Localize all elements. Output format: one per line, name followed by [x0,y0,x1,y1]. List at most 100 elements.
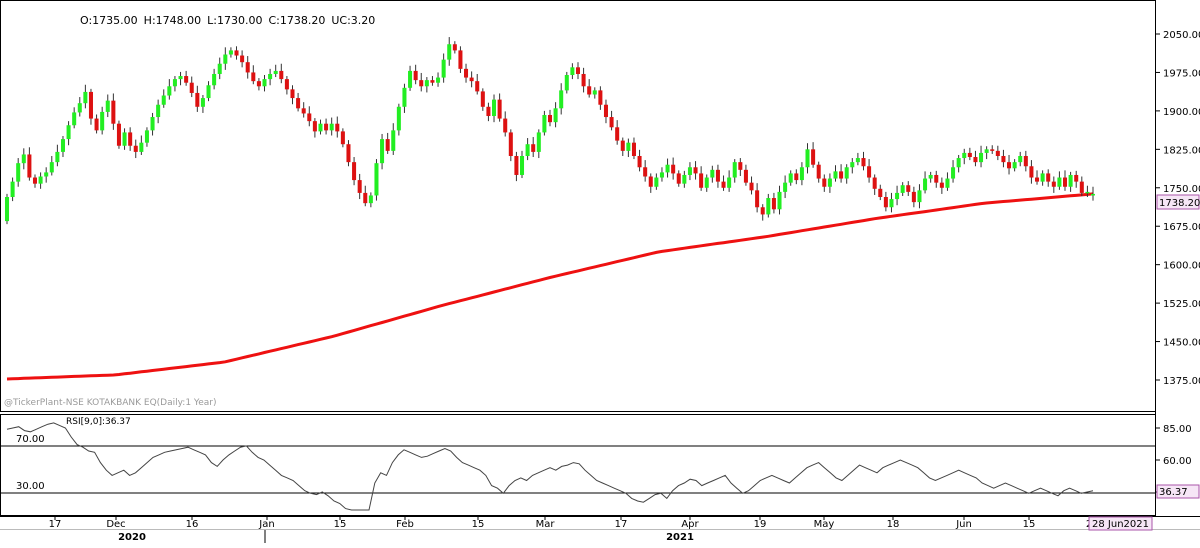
candle-down [1079,181,1084,193]
candle-down [503,118,508,133]
candle-down [861,158,866,167]
candle-up [206,85,211,99]
price-tick-label: 1750.00 [1163,184,1200,195]
candle-down [1023,155,1028,167]
candle-up [777,191,782,210]
candle-up [144,130,149,143]
candle-down [458,50,463,69]
last-price-box [1156,194,1200,210]
candle-down [452,44,457,51]
candle-down [363,192,368,204]
candle-up [827,178,832,187]
candle-up [122,132,127,146]
candle-up [917,190,922,203]
candle-up [687,167,692,175]
candle-down [1062,177,1068,187]
candle-down [906,185,911,192]
candle-down [1051,181,1056,187]
price-tick-label: 1600.00 [1163,261,1200,272]
candle-up [1085,191,1090,194]
candle-up [1018,155,1023,163]
candle-down [911,191,916,203]
candle-down [615,127,620,141]
year-labels: 2020 2021 [118,530,694,543]
time-tick-label: Apr [681,519,699,530]
candle-down [94,118,99,131]
candle-up [100,111,105,131]
candle-down [1074,174,1079,182]
candle-down [133,145,138,152]
candle-down [995,150,1000,156]
candle-down [234,50,239,56]
candle-down [721,181,726,188]
candle-down [822,178,827,187]
candle-down [671,164,676,174]
candle-up [72,112,77,126]
candle-down [385,139,390,151]
candle-up [682,174,687,184]
candle-up [788,173,793,183]
candle-down [324,123,329,131]
candle-up [923,178,928,191]
candle-down [620,140,625,151]
candle-down [1035,177,1040,182]
candle-up [928,174,933,179]
candle-down [312,121,317,132]
candle-down [973,157,978,163]
candle-down [464,68,469,78]
time-tick-label: 17 [49,519,62,530]
candle-up [217,63,222,74]
price-tick-label: 1975.00 [1163,68,1200,79]
candle-down [32,177,38,184]
candle-up [833,171,838,179]
candle-up [380,139,385,164]
candle-down [771,198,776,210]
time-tick-label: Mar [536,519,556,530]
date-cursor-box [1088,516,1153,531]
time-tick-label: 19 [754,519,767,530]
candle-up [273,70,278,74]
candle-up [536,132,541,152]
time-tick-label: 15 [472,519,485,530]
candle-down [116,123,121,146]
time-tick-label: 15 [1023,519,1036,530]
candle-up [178,76,183,80]
candle-down [676,173,681,184]
price-tick-label: 1825.00 [1163,145,1200,156]
candle-up [402,87,407,107]
candle-down [816,164,821,179]
time-tick-label: Feb [396,519,414,530]
candle-down [111,100,116,124]
candle-up [945,178,950,188]
candle-down [990,149,995,151]
candle-up [156,104,161,118]
candle-down [637,155,642,168]
candle-up [626,142,631,151]
candle-up [172,79,177,87]
candle-up [492,99,497,117]
candle-up [167,86,172,96]
price-tick-label: 1450.00 [1163,338,1200,349]
candle-up [844,167,849,179]
candle-down [1046,173,1051,182]
candle-down [284,79,289,90]
candle-down [307,113,312,122]
candle-up [665,164,670,173]
price-tick-label: 1525.00 [1163,299,1200,310]
time-tick-label: 18 [887,519,900,530]
candle-up [38,176,43,184]
candle-up [49,162,54,173]
candle-down [699,173,704,188]
candle-up [4,197,10,222]
candle-up [525,144,530,156]
candle-down [340,131,345,145]
candle-up [44,172,49,177]
candle-down [352,162,357,181]
candle-down [1001,155,1006,163]
date-cursor-label: 28 Jun2021 [1092,519,1149,530]
candle-down [587,86,592,95]
last-price-label: 1738.20 [1159,198,1200,209]
candle-down [648,176,653,187]
time-tick-label: Jan [258,519,274,530]
